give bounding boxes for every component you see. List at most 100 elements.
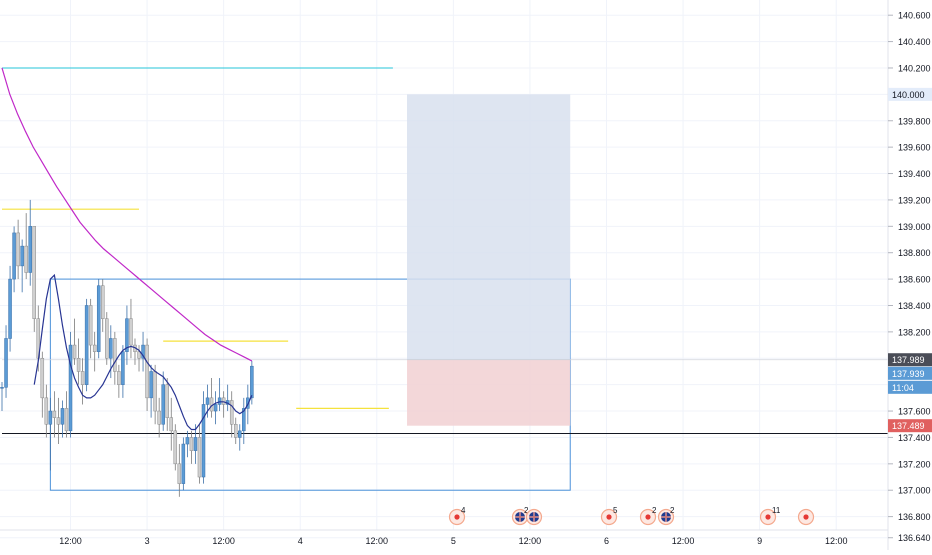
candle[interactable] xyxy=(12,226,16,293)
candle[interactable] xyxy=(101,279,105,332)
candle[interactable] xyxy=(137,345,141,372)
candle[interactable] xyxy=(157,397,161,438)
price-tick-label: 138.400 xyxy=(898,301,931,311)
candle[interactable] xyxy=(181,437,186,491)
candle-body xyxy=(205,397,210,405)
candle[interactable] xyxy=(125,305,129,365)
long-position-profit-zone[interactable] xyxy=(407,94,571,360)
candles xyxy=(0,199,254,497)
price-label-background xyxy=(888,380,932,394)
candle[interactable] xyxy=(84,298,89,392)
candle[interactable] xyxy=(213,391,218,425)
event-dot-icon[interactable]: 11 xyxy=(759,506,781,526)
candle[interactable] xyxy=(16,219,20,280)
candle[interactable] xyxy=(72,318,77,365)
candle[interactable] xyxy=(233,417,238,445)
candle-body xyxy=(109,338,113,359)
candle[interactable] xyxy=(28,199,32,286)
candle[interactable] xyxy=(169,397,174,451)
candle[interactable] xyxy=(68,331,73,438)
candle[interactable] xyxy=(48,397,53,471)
sma-slow-line[interactable] xyxy=(1,67,253,362)
candle[interactable] xyxy=(44,384,49,438)
candle[interactable] xyxy=(56,397,61,445)
candle[interactable] xyxy=(113,331,117,385)
event-dot-icon[interactable]: 5 xyxy=(600,506,619,526)
candle[interactable] xyxy=(250,360,254,405)
candle-body xyxy=(28,226,32,273)
sma-fast-line[interactable] xyxy=(33,273,253,431)
price-label-background xyxy=(888,353,932,367)
event-dot-icon[interactable]: 2 xyxy=(639,506,658,526)
candle[interactable] xyxy=(189,430,194,464)
candle-body xyxy=(250,365,254,399)
candle[interactable] xyxy=(4,325,8,398)
candle[interactable] xyxy=(197,424,202,484)
candle-body xyxy=(96,285,101,352)
candle[interactable] xyxy=(145,338,149,412)
candle[interactable] xyxy=(165,378,169,431)
price-label-background xyxy=(888,366,932,380)
candle-body xyxy=(16,232,20,267)
event-flag-icon[interactable]: 2 xyxy=(657,506,676,526)
long-position-loss-zone[interactable] xyxy=(407,359,571,426)
candle[interactable] xyxy=(24,213,28,280)
candle-body xyxy=(221,397,226,405)
candle-body xyxy=(217,397,222,405)
candle[interactable] xyxy=(88,298,93,359)
time-tick-label: 9 xyxy=(757,536,762,546)
candle[interactable] xyxy=(149,364,153,418)
candle-body xyxy=(0,387,4,389)
candle[interactable] xyxy=(121,345,125,398)
candle[interactable] xyxy=(8,265,12,352)
candle-body xyxy=(197,437,202,478)
candle[interactable] xyxy=(76,338,81,385)
candle[interactable] xyxy=(153,364,157,425)
price-tick-label: 137.400 xyxy=(898,433,931,443)
candle[interactable] xyxy=(193,424,198,464)
time-tick-label: 12:00 xyxy=(825,536,848,546)
candle[interactable] xyxy=(0,382,4,412)
candle[interactable] xyxy=(52,391,57,438)
candle[interactable] xyxy=(92,331,97,372)
candle[interactable] xyxy=(221,391,226,418)
candle-body xyxy=(153,371,157,412)
candle[interactable] xyxy=(177,444,182,497)
candle[interactable] xyxy=(217,378,222,412)
candle[interactable] xyxy=(96,279,101,359)
event-flag-icon[interactable] xyxy=(525,508,543,526)
candle-body xyxy=(181,443,186,484)
candle[interactable] xyxy=(185,430,190,458)
event-dot-icon[interactable] xyxy=(797,508,815,526)
candle[interactable] xyxy=(105,312,109,365)
candle[interactable] xyxy=(60,400,65,438)
candle[interactable] xyxy=(229,391,234,438)
candle[interactable] xyxy=(64,391,69,438)
candle-body xyxy=(161,384,165,425)
candle[interactable] xyxy=(242,397,246,445)
candle-body xyxy=(213,404,218,412)
event-count: 2 xyxy=(670,506,675,515)
candle-body xyxy=(84,305,89,385)
candle[interactable] xyxy=(20,239,24,293)
candle-body xyxy=(20,245,24,267)
candle[interactable] xyxy=(161,371,165,431)
candle[interactable] xyxy=(238,424,242,451)
candle[interactable] xyxy=(129,298,133,359)
candle[interactable] xyxy=(201,391,206,484)
price-tick-label: 137.200 xyxy=(898,459,931,469)
candle[interactable] xyxy=(225,384,230,412)
candle[interactable] xyxy=(173,424,178,471)
candle[interactable] xyxy=(141,331,145,372)
candle[interactable] xyxy=(40,351,45,418)
candle[interactable] xyxy=(117,364,121,398)
candle[interactable] xyxy=(32,226,36,332)
event-dot-icon[interactable]: 4 xyxy=(448,506,467,526)
candle[interactable] xyxy=(209,378,214,418)
candle-body xyxy=(92,344,97,352)
candle[interactable] xyxy=(133,338,137,365)
event-dot xyxy=(645,514,651,520)
candle[interactable] xyxy=(80,358,85,405)
